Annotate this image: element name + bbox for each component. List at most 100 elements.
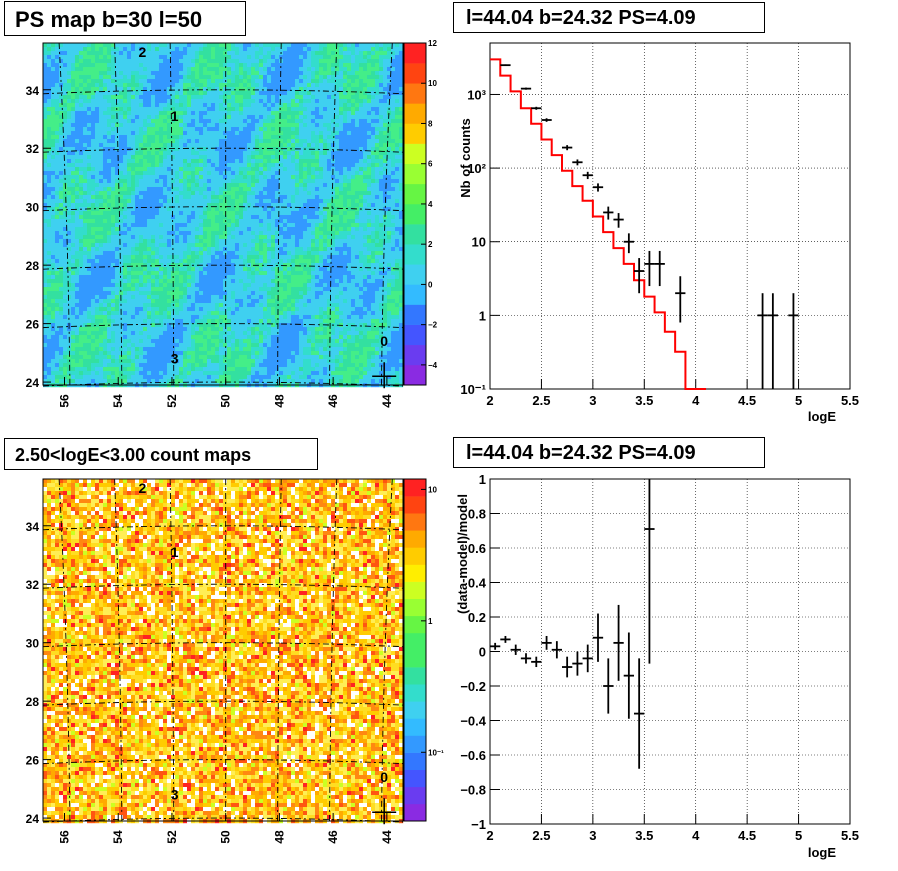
heatmap-cell — [251, 207, 256, 212]
heatmap-cell — [67, 187, 72, 192]
heatmap-cell — [127, 123, 132, 128]
heatmap-cell — [107, 239, 112, 244]
heatmap-cell — [231, 247, 236, 252]
heatmap-cell — [155, 135, 160, 140]
heatmap-cell — [243, 147, 248, 152]
heatmap-cell — [175, 195, 180, 200]
heatmap-cell — [287, 91, 292, 96]
heatmap-cell — [331, 63, 336, 68]
heatmap-cell — [251, 55, 256, 60]
heatmap-cell — [239, 151, 244, 156]
heatmap-cell — [355, 215, 360, 220]
heatmap-cell — [363, 99, 368, 104]
heatmap-cell — [199, 147, 204, 152]
heatmap-cell — [351, 63, 356, 68]
heatmap-cell — [275, 67, 280, 72]
heatmap-cell — [123, 115, 128, 120]
heatmap-cell — [307, 103, 312, 108]
heatmap-cell — [311, 51, 316, 56]
heatmap-cell — [327, 223, 332, 228]
heatmap-cell — [359, 223, 364, 228]
heatmap-cell — [251, 187, 256, 192]
heatmap-cell — [247, 155, 252, 160]
heatmap-cell — [87, 195, 92, 200]
heatmap-cell — [231, 151, 236, 156]
heatmap-cell — [399, 115, 404, 120]
heatmap-cell — [179, 191, 184, 196]
heatmap-cell — [267, 43, 272, 48]
heatmap-cell — [159, 255, 164, 260]
heatmap-cell — [43, 175, 48, 180]
heatmap-cell — [259, 63, 264, 68]
heatmap-cell — [95, 263, 100, 268]
heatmap-cell — [103, 143, 108, 148]
heatmap-cell — [379, 159, 384, 164]
heatmap-cell — [175, 223, 180, 228]
heatmap-cell — [287, 87, 292, 92]
heatmap-cell — [379, 111, 384, 116]
heatmap-cell — [91, 187, 96, 192]
heatmap-cell — [215, 263, 220, 268]
heatmap-cell — [335, 91, 340, 96]
heatmap-cell — [187, 91, 192, 96]
heatmap-cell — [331, 251, 336, 256]
heatmap-cell — [159, 211, 164, 216]
heatmap-cell — [263, 43, 268, 48]
heatmap-cell — [151, 103, 156, 108]
heatmap-cell — [203, 147, 208, 152]
heatmap-cell — [175, 199, 180, 204]
heatmap-cell — [107, 75, 112, 80]
heatmap-cell — [295, 243, 300, 248]
heatmap-cell — [343, 187, 348, 192]
heatmap-cell — [371, 207, 376, 212]
heatmap-cell — [223, 95, 228, 100]
heatmap-cell — [267, 75, 272, 80]
heatmap-cell — [183, 199, 188, 204]
heatmap-cell — [211, 159, 216, 164]
heatmap-cell — [171, 183, 176, 188]
heatmap-cell — [355, 83, 360, 88]
heatmap-cell — [371, 183, 376, 188]
heatmap-cell — [199, 127, 204, 132]
heatmap-cell — [395, 183, 400, 188]
heatmap-cell — [99, 83, 104, 88]
heatmap-cell — [367, 239, 372, 244]
heatmap-cell — [283, 191, 288, 196]
heatmap-cell — [231, 175, 236, 180]
heatmap-cell — [155, 167, 160, 172]
heatmap-cell — [115, 79, 120, 84]
heatmap-cell — [147, 195, 152, 200]
heatmap-cell — [347, 127, 352, 132]
heatmap-cell — [311, 115, 316, 120]
heatmap-cell — [51, 139, 56, 144]
heatmap-cell — [343, 147, 348, 152]
heatmap-cell — [275, 207, 280, 212]
heatmap-cell — [191, 231, 196, 236]
heatmap-cell — [251, 107, 256, 112]
heatmap-cell — [155, 263, 160, 268]
heatmap-cell — [147, 91, 152, 96]
heatmap-cell — [155, 183, 160, 188]
heatmap-cell — [303, 107, 308, 112]
heatmap-cell — [171, 75, 176, 80]
heatmap-cell — [331, 235, 336, 240]
heatmap-cell — [371, 55, 376, 60]
heatmap-cell — [87, 175, 92, 180]
heatmap-cell — [299, 63, 304, 68]
heatmap-cell — [215, 147, 220, 152]
heatmap-cell — [179, 227, 184, 232]
heatmap-cell — [163, 91, 168, 96]
heatmap-cell — [379, 179, 384, 184]
heatmap-cell — [335, 191, 340, 196]
heatmap-cell — [247, 139, 252, 144]
heatmap-cell — [59, 139, 64, 144]
heatmap-cell — [315, 231, 320, 236]
heatmap-cell — [143, 191, 148, 196]
heatmap-cell — [199, 119, 204, 124]
heatmap-cell — [167, 87, 172, 92]
heatmap-cell — [251, 47, 256, 52]
heatmap-cell — [147, 123, 152, 128]
heatmap-cell — [327, 87, 332, 92]
heatmap-cell — [103, 175, 108, 180]
heatmap-cell — [183, 95, 188, 100]
